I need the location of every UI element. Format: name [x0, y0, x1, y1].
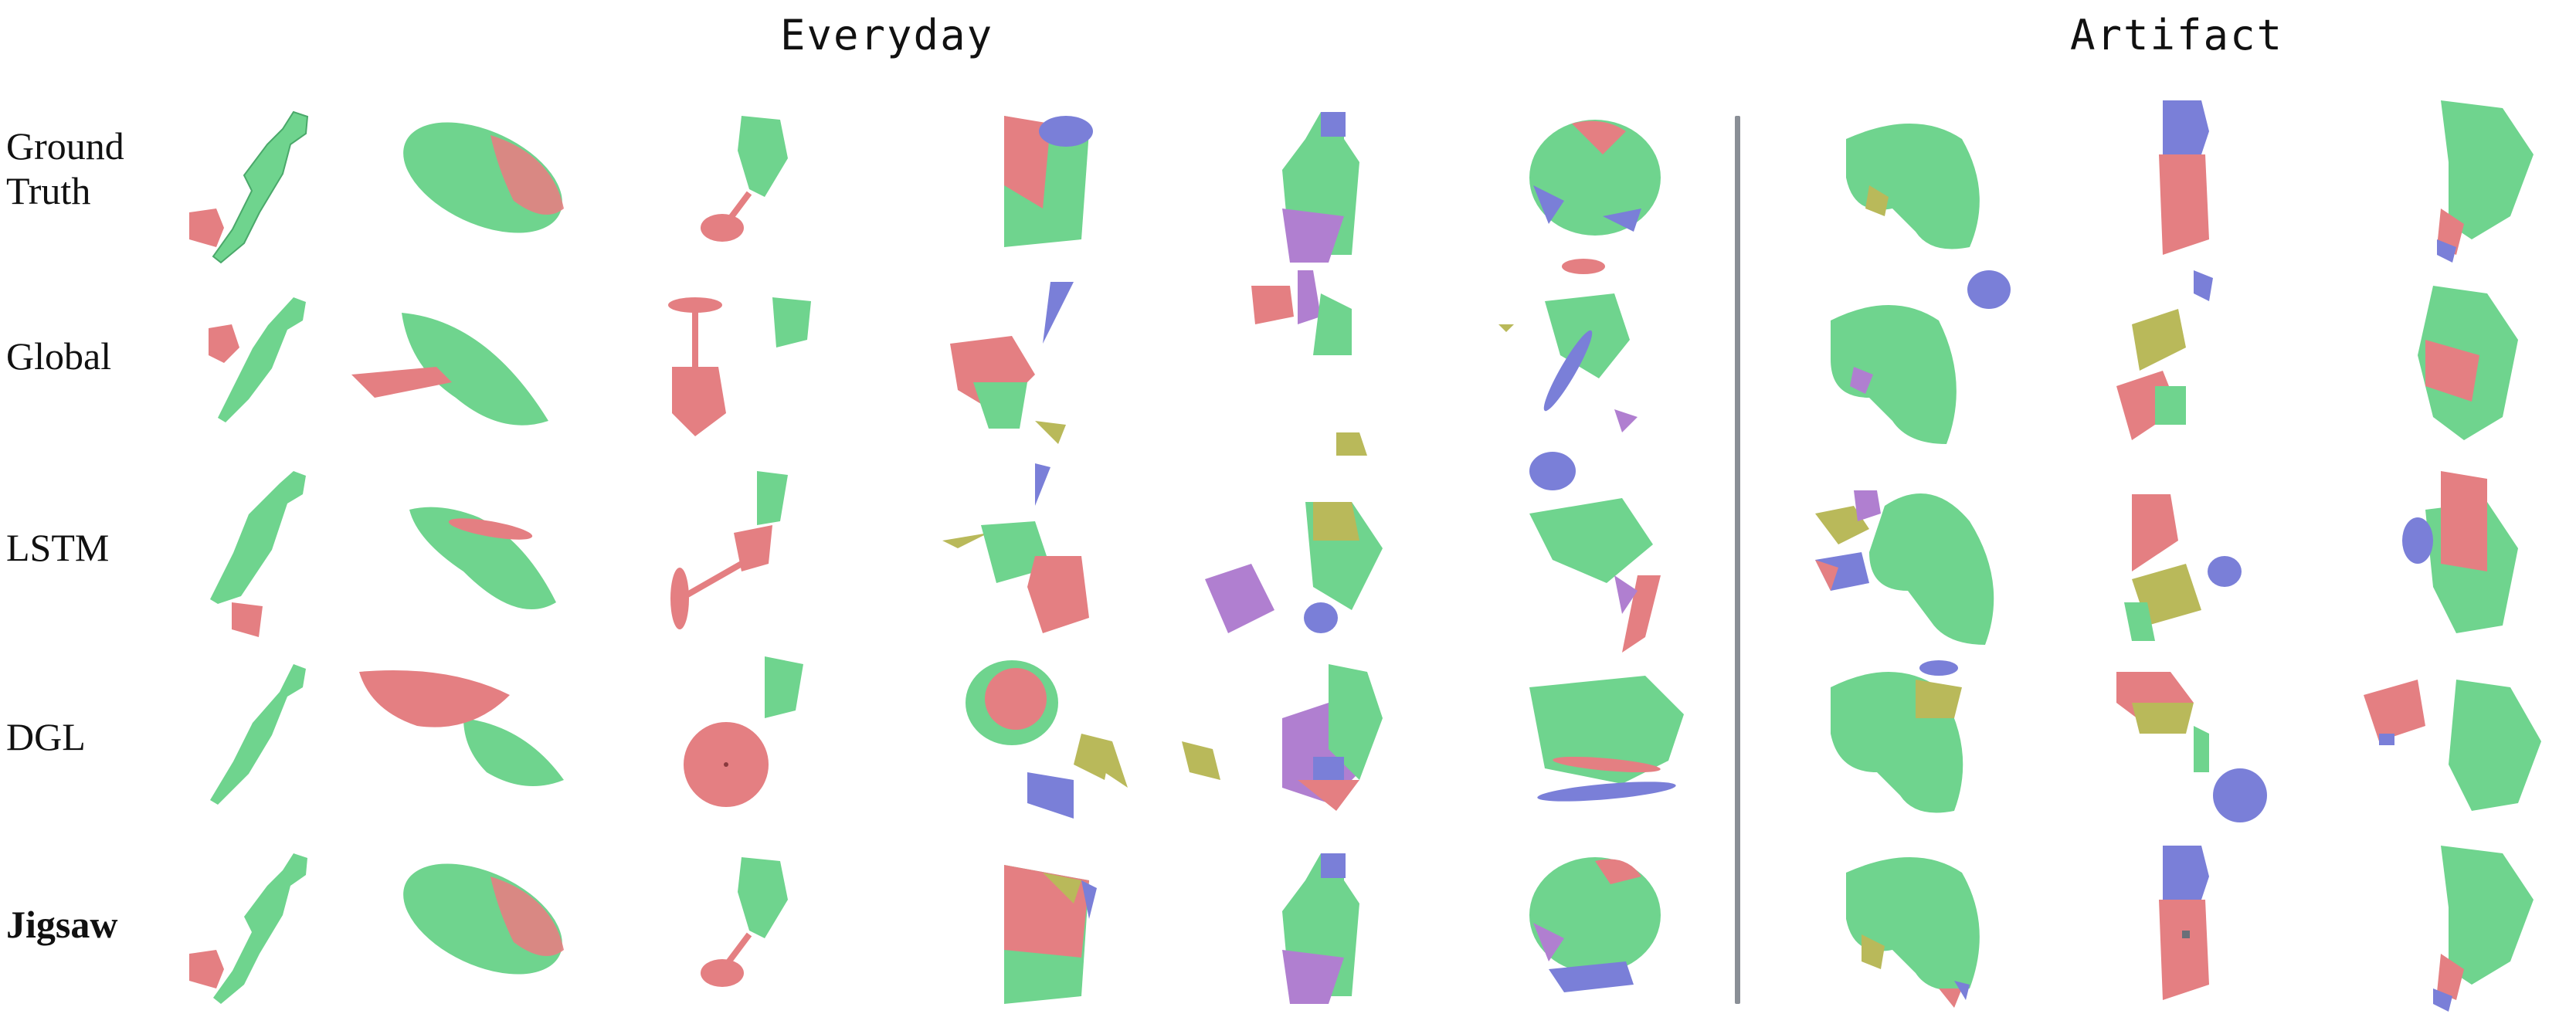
- cell-lstm-wine-glass: [670, 471, 788, 629]
- group-divider: [1735, 116, 1740, 1004]
- cell-lstm-artifact-1: [1815, 490, 1994, 645]
- cell-jigsaw-artifact-2: [2159, 846, 2209, 1000]
- row-label-lstm: LSTM: [6, 525, 109, 570]
- cell-dgl-statue: [210, 664, 306, 805]
- cell-dgl-cup: [966, 660, 1128, 819]
- group-header-artifact: Artifact: [2070, 11, 2284, 59]
- cell-jigsaw-artifact-3: [2433, 846, 2534, 1012]
- row-label-dgl: DGL: [6, 714, 86, 759]
- cell-gt-artifact-3: [2437, 100, 2534, 263]
- cell-lstm-plate: [1529, 452, 1661, 653]
- cell-global-statue: [209, 297, 306, 422]
- cell-global-artifact-2: [2116, 270, 2213, 440]
- cell-dgl-artifact-1: [1831, 660, 1963, 813]
- cell-jigsaw-plate: [1529, 857, 1661, 992]
- row-label-line: Truth: [6, 169, 91, 212]
- cell-dgl-wine-glass: [684, 656, 803, 807]
- cell-global-wine-glass: [668, 297, 811, 436]
- cell-global-plate: [1498, 259, 1638, 432]
- cell-jigsaw-wine-glass: [701, 857, 788, 987]
- row-label-jigsaw: Jigsaw: [6, 902, 117, 947]
- row-label-line: LSTM: [6, 526, 110, 569]
- cell-dgl-bowl: [359, 670, 564, 786]
- cell-gt-cup: [1004, 116, 1093, 247]
- cell-global-artifact-3: [2418, 286, 2518, 440]
- cell-gt-artifact-1: [1846, 124, 1980, 249]
- cell-dgl-plate: [1529, 676, 1684, 802]
- cell-dgl-artifact-2: [2116, 672, 2267, 822]
- cell-global-bottle: [1251, 270, 1367, 456]
- row-label-ground-truth: Ground Truth: [6, 124, 124, 213]
- cell-lstm-bottle: [1205, 502, 1383, 633]
- cell-lstm-bowl: [409, 507, 556, 609]
- cell-global-bowl: [351, 313, 548, 426]
- cell-gt-artifact-2: [2159, 100, 2209, 255]
- row-label-line: Global: [6, 334, 112, 378]
- row-label-line: Ground: [6, 124, 124, 168]
- cell-gt-statue: [189, 110, 309, 264]
- cell-gt-wine-glass: [701, 116, 788, 242]
- cell-global-artifact-1: [1831, 270, 2011, 444]
- cell-lstm-statue: [210, 471, 306, 637]
- cell-jigsaw-bottle: [1282, 853, 1359, 1004]
- cell-dgl-bottle: [1182, 664, 1383, 811]
- cell-global-cup: [950, 282, 1074, 444]
- cell-dgl-artifact-3: [2364, 680, 2541, 811]
- group-header-everyday: Everyday: [780, 11, 994, 59]
- cell-lstm-artifact-2: [2124, 494, 2242, 641]
- row-label-line: Jigsaw: [6, 903, 118, 946]
- cell-gt-bowl: [403, 122, 564, 233]
- cell-jigsaw-statue: [189, 853, 307, 1004]
- row-label-global: Global: [6, 334, 111, 378]
- cell-jigsaw-artifact-1: [1846, 857, 1980, 1008]
- cell-jigsaw-bowl: [403, 863, 564, 975]
- cell-lstm-artifact-3: [2402, 471, 2518, 633]
- cell-lstm-cup: [942, 463, 1089, 633]
- cell-jigsaw-cup: [1004, 865, 1097, 1004]
- cell-gt-plate: [1529, 120, 1661, 236]
- cell-gt-bottle: [1282, 112, 1359, 263]
- row-label-line: DGL: [6, 715, 86, 758]
